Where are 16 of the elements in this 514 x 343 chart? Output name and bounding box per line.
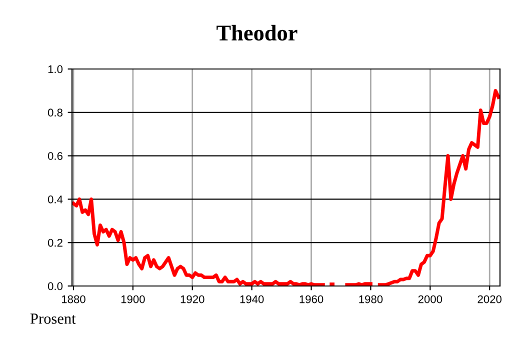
y-tick-label: 1.0: [48, 65, 63, 74]
x-tick-label: 2000: [418, 295, 442, 304]
x-tick-label: 1980: [359, 295, 383, 304]
y-tick-label: 0.8: [48, 108, 62, 117]
y-tick-label: 0.2: [48, 238, 62, 247]
y-tick-label: 0.0: [48, 282, 63, 290]
chart-title: Theodor: [216, 24, 298, 41]
y-tick-label: 0.4: [48, 195, 63, 204]
x-tick-label: 2020: [478, 295, 502, 304]
y-tick-label: 0.6: [48, 152, 62, 160]
x-tick-label: 1940: [240, 295, 264, 304]
x-tick-label: 1880: [62, 295, 86, 304]
x-tick-label: 1900: [121, 295, 145, 304]
text: Prosent: [30, 314, 76, 324]
x-tick-label: 1920: [180, 295, 204, 304]
x-tick-label: 1960: [300, 295, 324, 304]
